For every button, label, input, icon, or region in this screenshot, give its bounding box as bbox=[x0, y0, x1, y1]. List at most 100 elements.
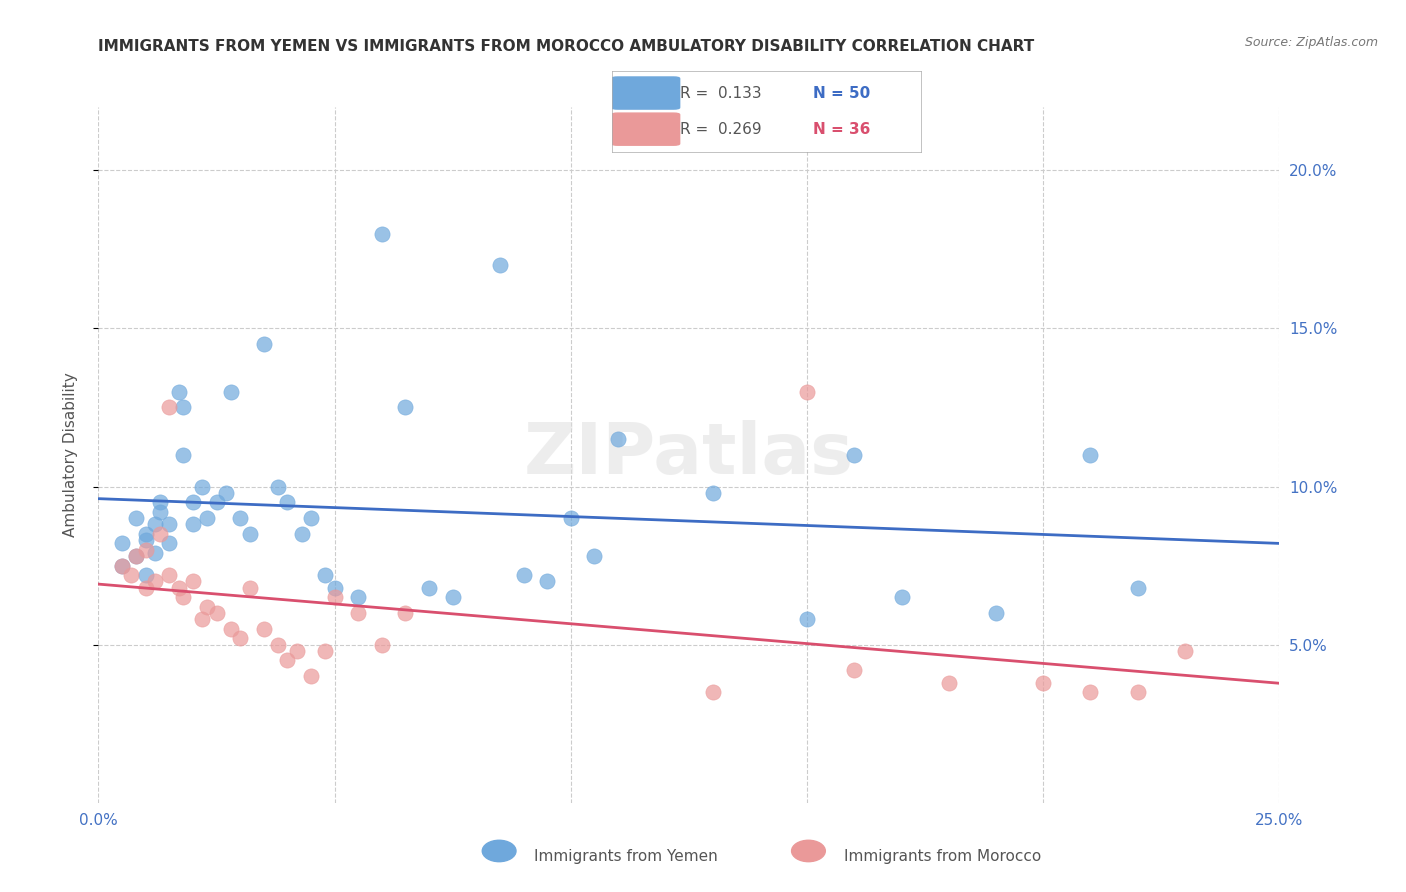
FancyBboxPatch shape bbox=[612, 113, 679, 145]
Circle shape bbox=[792, 840, 825, 862]
Point bbox=[347, 606, 370, 620]
Point bbox=[347, 591, 370, 605]
Point bbox=[984, 606, 1007, 620]
Point bbox=[1080, 448, 1102, 462]
Point bbox=[796, 384, 818, 399]
Point bbox=[135, 527, 157, 541]
Point bbox=[111, 558, 134, 573]
Point bbox=[702, 486, 724, 500]
Text: Source: ZipAtlas.com: Source: ZipAtlas.com bbox=[1244, 36, 1378, 49]
Point bbox=[157, 401, 180, 415]
Point bbox=[323, 581, 346, 595]
Point bbox=[394, 606, 416, 620]
Circle shape bbox=[482, 840, 516, 862]
Point bbox=[181, 517, 204, 532]
Point bbox=[135, 568, 157, 582]
Point bbox=[1126, 581, 1149, 595]
Point bbox=[157, 517, 180, 532]
Point bbox=[125, 511, 148, 525]
Point bbox=[172, 448, 194, 462]
Point bbox=[796, 612, 818, 626]
Point bbox=[418, 581, 440, 595]
Point bbox=[157, 536, 180, 550]
Point bbox=[489, 258, 512, 272]
Point bbox=[125, 549, 148, 563]
Point bbox=[323, 591, 346, 605]
Point bbox=[267, 638, 290, 652]
Point bbox=[239, 527, 262, 541]
Point bbox=[143, 546, 166, 560]
Point bbox=[121, 568, 143, 582]
Point bbox=[844, 663, 866, 677]
Point bbox=[172, 401, 194, 415]
Point bbox=[219, 384, 242, 399]
Text: R =  0.133: R = 0.133 bbox=[679, 86, 761, 101]
Point bbox=[267, 479, 290, 493]
Point bbox=[239, 581, 262, 595]
Point bbox=[560, 511, 582, 525]
Point bbox=[149, 527, 172, 541]
Point bbox=[191, 612, 214, 626]
Point bbox=[285, 644, 308, 658]
Point bbox=[219, 622, 242, 636]
Point bbox=[536, 574, 558, 589]
Point bbox=[149, 495, 172, 509]
Text: IMMIGRANTS FROM YEMEN VS IMMIGRANTS FROM MOROCCO AMBULATORY DISABILITY CORRELATI: IMMIGRANTS FROM YEMEN VS IMMIGRANTS FROM… bbox=[98, 38, 1035, 54]
Point bbox=[512, 568, 534, 582]
Point bbox=[167, 384, 190, 399]
Point bbox=[253, 622, 276, 636]
Point bbox=[299, 511, 322, 525]
Point bbox=[1080, 685, 1102, 699]
Point bbox=[276, 495, 298, 509]
Point bbox=[253, 337, 276, 351]
Point bbox=[702, 685, 724, 699]
Y-axis label: Ambulatory Disability: Ambulatory Disability bbox=[63, 373, 77, 537]
Point bbox=[314, 568, 336, 582]
Point bbox=[135, 542, 157, 557]
Text: N = 36: N = 36 bbox=[813, 121, 870, 136]
Point bbox=[172, 591, 194, 605]
FancyBboxPatch shape bbox=[612, 77, 679, 109]
Point bbox=[205, 495, 228, 509]
Point bbox=[441, 591, 464, 605]
Point bbox=[135, 581, 157, 595]
Point bbox=[167, 581, 190, 595]
Point bbox=[195, 599, 218, 614]
Text: ZIPatlas: ZIPatlas bbox=[524, 420, 853, 490]
Point bbox=[314, 644, 336, 658]
Point bbox=[143, 517, 166, 532]
Point bbox=[276, 653, 298, 667]
Point bbox=[143, 574, 166, 589]
Point bbox=[299, 669, 322, 683]
Point bbox=[938, 675, 960, 690]
Point bbox=[290, 527, 312, 541]
Text: N = 50: N = 50 bbox=[813, 86, 870, 101]
Point bbox=[181, 495, 204, 509]
Point bbox=[1032, 675, 1054, 690]
Text: R =  0.269: R = 0.269 bbox=[679, 121, 761, 136]
Point bbox=[1174, 644, 1197, 658]
Point bbox=[205, 606, 228, 620]
Point bbox=[149, 505, 172, 519]
Point bbox=[890, 591, 912, 605]
Point bbox=[607, 432, 630, 446]
Point bbox=[195, 511, 218, 525]
Point bbox=[229, 511, 252, 525]
Point bbox=[111, 558, 134, 573]
Point bbox=[215, 486, 238, 500]
Point bbox=[371, 227, 394, 241]
Point bbox=[229, 632, 252, 646]
Point bbox=[394, 401, 416, 415]
Text: Immigrants from Morocco: Immigrants from Morocco bbox=[844, 849, 1040, 863]
Point bbox=[191, 479, 214, 493]
Point bbox=[111, 536, 134, 550]
Point bbox=[157, 568, 180, 582]
Point bbox=[1126, 685, 1149, 699]
Point bbox=[371, 638, 394, 652]
Point bbox=[181, 574, 204, 589]
Text: Immigrants from Yemen: Immigrants from Yemen bbox=[534, 849, 718, 863]
Point bbox=[135, 533, 157, 548]
Point bbox=[844, 448, 866, 462]
Point bbox=[583, 549, 606, 563]
Point bbox=[125, 549, 148, 563]
